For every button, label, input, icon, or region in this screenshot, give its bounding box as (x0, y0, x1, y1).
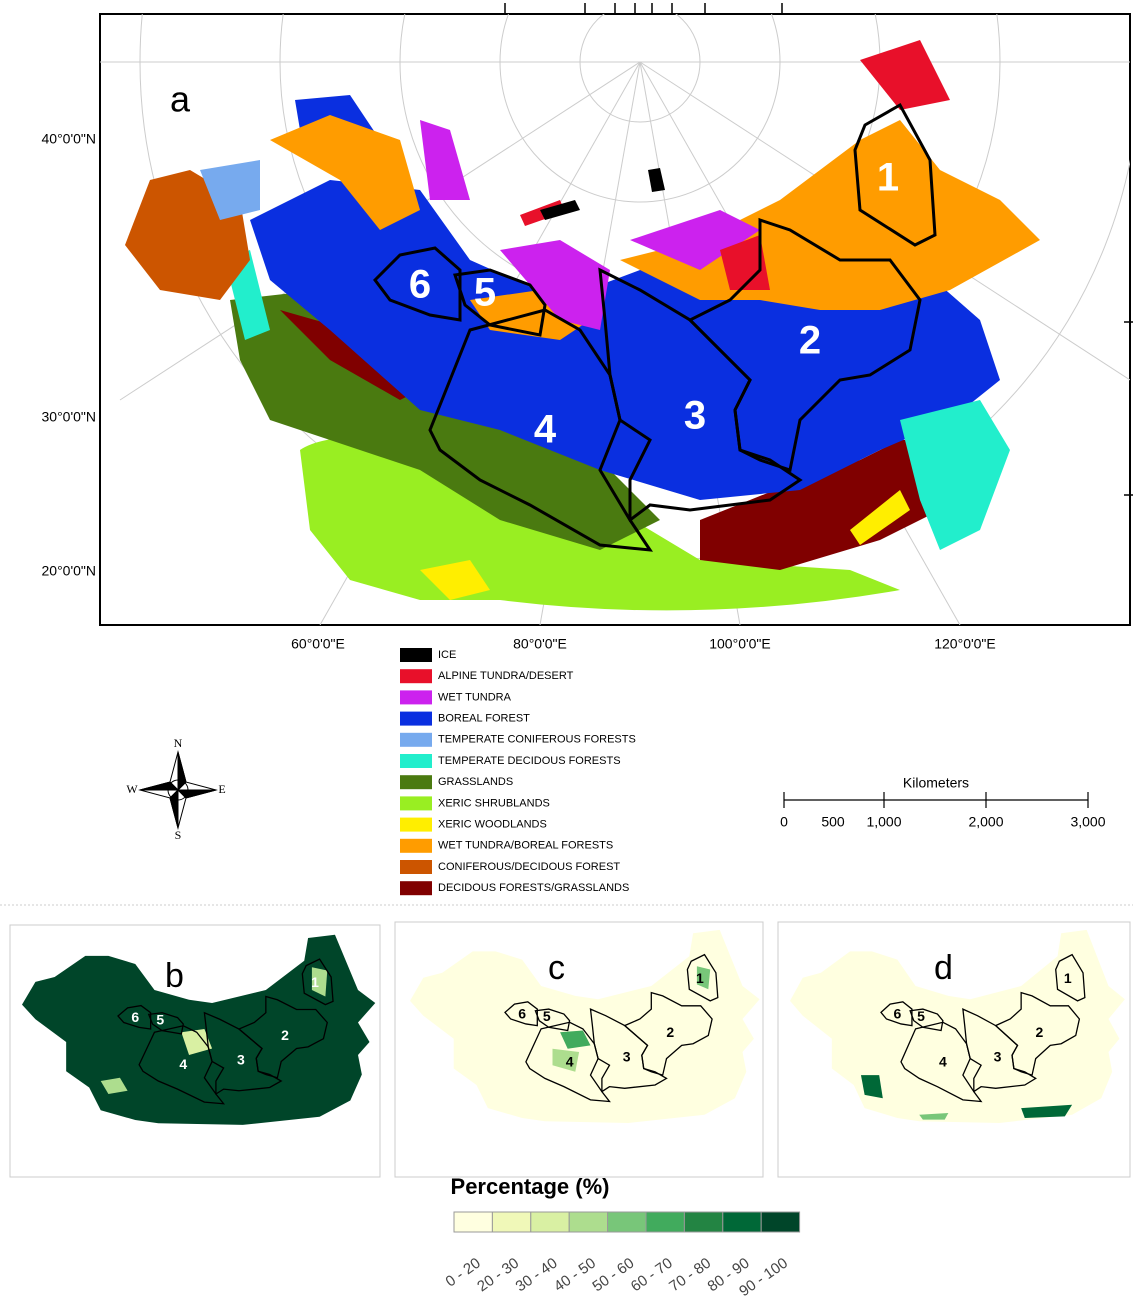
lon-label: 100°0'0"E (709, 636, 771, 652)
region-number: 6 (131, 1009, 139, 1025)
colorbar-swatch (454, 1212, 492, 1232)
panel-label: b (165, 957, 184, 995)
legend-swatch (400, 796, 432, 810)
region-number: 3 (994, 1049, 1002, 1065)
lat-label: 30°0'0"N (42, 409, 97, 425)
region-number: 6 (518, 1005, 526, 1021)
scale-title: Kilometers (903, 775, 969, 791)
figure: b123456c123456d123456 a40°0'0"N30°0'0"N2… (0, 0, 1133, 1303)
colorbar-label: 40 - 50 (551, 1255, 599, 1296)
colorbar-label: 30 - 40 (513, 1255, 561, 1296)
region-number: 4 (179, 1056, 187, 1072)
legend-swatch (400, 860, 432, 874)
legend-swatch (400, 690, 432, 704)
legend-label: WET TUNDRA/BOREAL FORESTS (438, 840, 613, 852)
legend-label: TEMPERATE DECIDOUS FORESTS (438, 755, 621, 767)
compass-n: N (174, 736, 183, 750)
panel-label: a (170, 79, 191, 120)
legend-swatch (400, 775, 432, 789)
main-map (100, 0, 1133, 625)
legend-label: ALPINE TUNDRA/DESERT (438, 670, 574, 682)
lon-label: 60°0'0"E (291, 636, 345, 652)
colorbar-swatch (684, 1212, 722, 1232)
lat-label: 20°0'0"N (42, 563, 97, 579)
compass-s: S (175, 828, 182, 842)
scale-tick-label: 1,000 (866, 814, 901, 830)
colorbar-swatch (761, 1212, 799, 1232)
legend-swatch (400, 754, 432, 768)
legend-swatch (400, 839, 432, 853)
region-number: 2 (1035, 1024, 1043, 1040)
region-number: 4 (566, 1053, 574, 1069)
colorbar-swatch (492, 1212, 530, 1232)
region-number: 1 (696, 970, 704, 986)
scale-tick-label: 0 (780, 814, 788, 830)
scale-bar (784, 792, 1088, 808)
scale-tick-label: 3,000 (1070, 814, 1105, 830)
region-number: 6 (409, 263, 431, 307)
legend-label: DECIDOUS FORESTS/GRASSLANDS (438, 882, 629, 894)
region-number: 3 (684, 394, 706, 438)
region-number: 3 (237, 1052, 245, 1068)
region-number: 2 (666, 1024, 674, 1040)
legend-label: GRASSLANDS (438, 776, 513, 788)
region-number: 4 (939, 1053, 947, 1069)
region-number: 6 (893, 1005, 901, 1021)
legend-label: XERIC WOODLANDS (438, 819, 547, 831)
lat-label: 40°0'0"N (42, 131, 97, 147)
region-number: 5 (474, 271, 496, 315)
region-number: 1 (311, 974, 319, 990)
region-number: 5 (543, 1008, 551, 1024)
legend-swatch (400, 733, 432, 747)
panel-label: d (934, 949, 953, 987)
compass (140, 752, 216, 828)
region-number: 1 (1064, 970, 1072, 986)
legend-swatch (400, 648, 432, 662)
region-number: 1 (877, 156, 899, 200)
compass-e: E (218, 782, 225, 796)
colorbar-label: 60 - 70 (628, 1255, 676, 1296)
colorbar-label: 50 - 60 (589, 1255, 637, 1296)
compass-w: W (126, 782, 138, 796)
colorbar-title: Percentage (%) (451, 1174, 610, 1199)
lon-label: 80°0'0"E (513, 636, 567, 652)
region-number: 3 (623, 1049, 631, 1065)
colorbar-swatch (531, 1212, 569, 1232)
region-number: 4 (534, 408, 557, 452)
region-number: 2 (799, 319, 821, 363)
colorbar-swatch (569, 1212, 607, 1232)
colorbar-label: 70 - 80 (666, 1255, 714, 1296)
colorbar-swatch (608, 1212, 646, 1232)
region-number: 2 (281, 1027, 289, 1043)
legend-swatch (400, 669, 432, 683)
scale-tick-label: 500 (821, 814, 845, 830)
legend-swatch (400, 818, 432, 832)
legend-label: ICE (438, 649, 456, 661)
legend-swatch (400, 712, 432, 726)
colorbar-swatch (723, 1212, 761, 1232)
legend-swatch (400, 881, 432, 895)
legend-label: CONIFEROUS/DECIDOUS FOREST (438, 861, 620, 873)
colorbar-swatch (646, 1212, 684, 1232)
legend-label: TEMPERATE CONIFEROUS FORESTS (438, 734, 636, 746)
lon-label: 120°0'0"E (934, 636, 996, 652)
region-number: 5 (917, 1008, 925, 1024)
region-number: 5 (156, 1012, 164, 1028)
legend-label: WET TUNDRA (438, 691, 512, 703)
colorbar-label: 20 - 30 (474, 1255, 522, 1296)
legend-label: BOREAL FOREST (438, 713, 530, 725)
panel-label: c (548, 949, 565, 987)
legend-label: XERIC SHRUBLANDS (438, 797, 550, 809)
scale-tick-label: 2,000 (968, 814, 1003, 830)
